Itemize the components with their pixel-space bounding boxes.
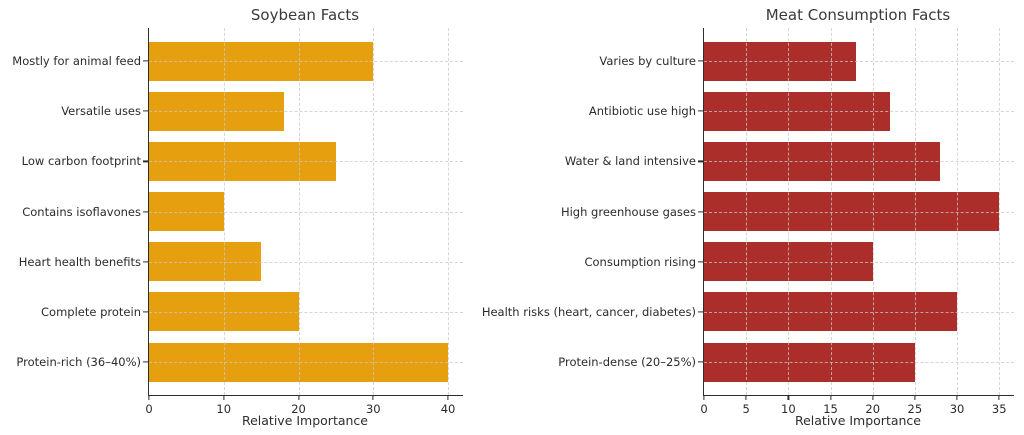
category-label: Protein-dense (20–25%) bbox=[558, 355, 696, 369]
chart-title: Soybean Facts bbox=[250, 6, 360, 24]
y-tick-mark bbox=[142, 311, 148, 313]
y-gridline bbox=[704, 261, 1014, 263]
meat-consumption-facts-chart: Meat Consumption Facts 0 5 10 15 20 25 30 35 Var… bbox=[482, 0, 1024, 435]
x-tick-mark bbox=[829, 395, 832, 400]
x-tick-label: 10 bbox=[216, 402, 232, 416]
x-tick-label: 15 bbox=[823, 402, 838, 416]
x-tick-mark bbox=[914, 395, 916, 400]
y-gridline bbox=[704, 211, 1014, 213]
x-tick-label: 40 bbox=[440, 402, 456, 416]
category-label: Antibiotic use high bbox=[588, 104, 696, 119]
x-tick-mark bbox=[745, 395, 747, 400]
category-label: Versatile uses bbox=[61, 104, 141, 119]
category-label: Complete protein bbox=[41, 304, 141, 319]
y-gridline bbox=[704, 362, 1014, 363]
y-gridline bbox=[149, 61, 463, 62]
x-tick-mark bbox=[956, 395, 958, 400]
x-tick-label: 0 bbox=[145, 402, 153, 416]
x-tick-label: 30 bbox=[949, 402, 965, 416]
y-gridline bbox=[704, 311, 1014, 313]
y-gridline bbox=[704, 161, 1014, 163]
x-tick-label: 20 bbox=[865, 402, 881, 416]
y-gridline bbox=[149, 362, 463, 363]
y-tick-mark bbox=[142, 160, 148, 162]
x-tick-mark bbox=[872, 395, 874, 400]
y-gridline bbox=[149, 211, 463, 213]
y-tick-mark bbox=[697, 60, 703, 62]
y-tick-mark bbox=[142, 60, 148, 62]
x-tick-label: 20 bbox=[291, 402, 306, 416]
x-tick-mark bbox=[223, 395, 225, 400]
category-label: Mostly for animal feed bbox=[12, 54, 141, 68]
category-label: Water & land intensive bbox=[564, 154, 696, 169]
plot-area: 0 5 10 15 20 25 30 35 Varies by culture Antibioti… bbox=[482, 28, 1014, 416]
category-label: Heart health benefits bbox=[18, 254, 141, 269]
y-tick-mark bbox=[697, 311, 703, 313]
y-gridline bbox=[704, 61, 1014, 62]
category-label: Protein-rich (36–40%) bbox=[16, 355, 141, 369]
x-tick-mark bbox=[372, 395, 374, 400]
soybean-facts-chart: Soybean Facts 0 10 20 30 40 Mostly for animal… bbox=[12, 6, 463, 428]
x-tick-label: 10 bbox=[781, 402, 796, 416]
x-tick-mark bbox=[148, 395, 150, 400]
x-tick-mark bbox=[447, 395, 449, 400]
y-tick-mark bbox=[142, 261, 148, 263]
y-gridline bbox=[149, 311, 463, 313]
plot-area: 0 10 20 30 40 Mostly for animal feed Versatile… bbox=[12, 28, 463, 416]
x-tick-label: 30 bbox=[365, 402, 381, 416]
category-label: Health risks (heart, cancer, diabetes) bbox=[481, 304, 696, 319]
x-axis-label: Relative Importance bbox=[794, 413, 921, 428]
y-tick-mark bbox=[697, 110, 703, 112]
x-tick-mark bbox=[787, 395, 789, 400]
y-tick-mark bbox=[697, 261, 703, 263]
x-tick-mark bbox=[703, 395, 705, 400]
y-gridline bbox=[149, 161, 463, 163]
y-gridline bbox=[149, 111, 463, 113]
x-tick-mark bbox=[297, 395, 300, 400]
y-gridline bbox=[149, 261, 463, 263]
y-tick-mark bbox=[697, 210, 703, 213]
x-axis-label: Relative Importance bbox=[241, 413, 368, 428]
x-tick-label: 5 bbox=[742, 402, 750, 416]
category-label: Consumption rising bbox=[584, 254, 696, 269]
x-tick-label: 0 bbox=[700, 402, 708, 416]
y-tick-mark bbox=[697, 361, 703, 363]
x-tick-label: 35 bbox=[991, 402, 1007, 416]
chart-title: Meat Consumption Facts bbox=[765, 6, 951, 24]
category-label: Varies by culture bbox=[599, 54, 696, 68]
x-tick-mark bbox=[998, 395, 1000, 400]
y-tick-mark bbox=[142, 361, 148, 363]
y-tick-mark bbox=[697, 160, 703, 162]
category-label: High greenhouse gases bbox=[560, 204, 696, 219]
category-label: Contains isoflavones bbox=[22, 204, 141, 219]
category-label: Low carbon footprint bbox=[21, 154, 141, 169]
y-tick-mark bbox=[142, 110, 148, 112]
y-tick-mark bbox=[142, 210, 148, 213]
y-gridline bbox=[704, 111, 1014, 113]
x-tick-label: 25 bbox=[907, 402, 923, 416]
